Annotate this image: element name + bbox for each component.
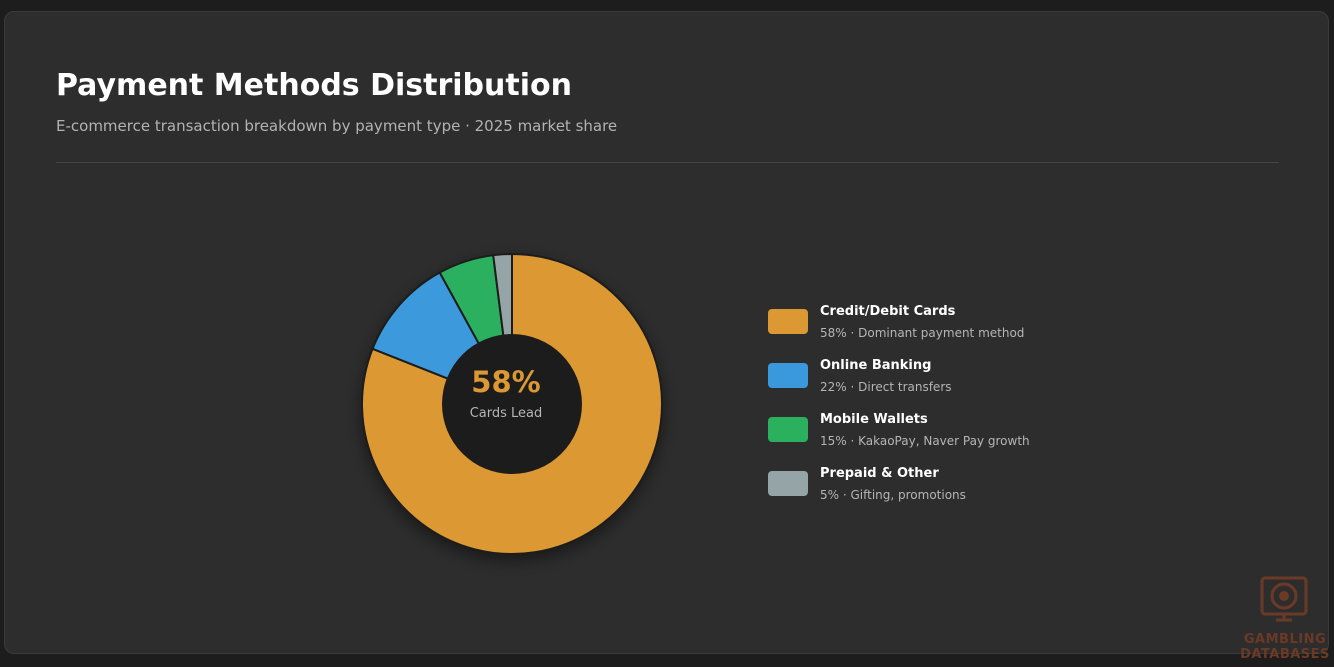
donut-hole — [442, 334, 582, 474]
chart-card: Payment Methods Distribution E-commerce … — [4, 11, 1329, 654]
center-label: Cards Lead — [469, 406, 543, 421]
legend-description: 15% · KakaoPay, Naver Pay growth — [820, 434, 1030, 448]
legend-label: Online Banking — [820, 358, 932, 373]
legend-swatch — [768, 363, 808, 388]
watermark-text-line2: DATABASES — [1240, 647, 1330, 662]
legend-item-mobile-wallets: Mobile Wallets 15% · KakaoPay, Naver Pay… — [768, 411, 1068, 465]
legend-description: 5% · Gifting, promotions — [820, 488, 966, 502]
center-value: 58% — [471, 365, 541, 399]
page-subtitle: E-commerce transaction breakdown by paym… — [56, 117, 618, 135]
legend-item-prepaid-other: Prepaid & Other 5% · Gifting, promotions — [768, 465, 1068, 519]
legend: Credit/Debit Cards 58% · Dominant paymen… — [768, 303, 1068, 519]
legend-label: Prepaid & Other — [820, 466, 939, 481]
legend-swatch — [768, 309, 808, 334]
divider — [56, 162, 1279, 163]
legend-item-online-banking: Online Banking 22% · Direct transfers — [768, 357, 1068, 411]
legend-label: Mobile Wallets — [820, 412, 928, 427]
legend-swatch — [768, 471, 808, 496]
watermark-logo: GAMBLING DATABASES — [1238, 576, 1332, 666]
donut-chart — [361, 252, 663, 555]
legend-swatch — [768, 417, 808, 442]
legend-description: 58% · Dominant payment method — [820, 326, 1025, 340]
legend-item-credit-debit-cards: Credit/Debit Cards 58% · Dominant paymen… — [768, 303, 1068, 357]
legend-description: 22% · Direct transfers — [820, 380, 952, 394]
legend-label: Credit/Debit Cards — [820, 304, 956, 319]
watermark-text-line1: GAMBLING — [1243, 632, 1327, 647]
monitor-chip-icon — [1260, 576, 1308, 622]
page-title: Payment Methods Distribution — [56, 68, 572, 103]
